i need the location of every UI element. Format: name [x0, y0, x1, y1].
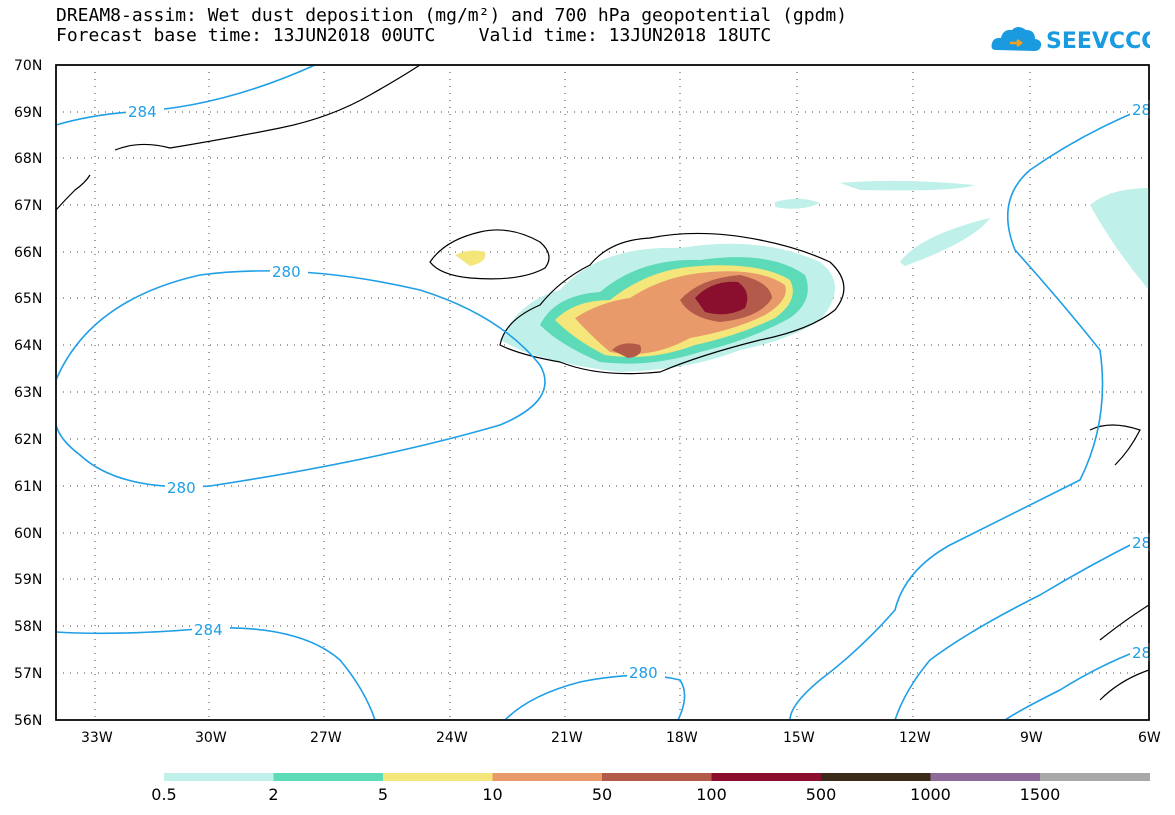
legend-swatch [930, 773, 1041, 781]
legend-swatch [1040, 773, 1150, 781]
lat-label: 56N [14, 713, 42, 729]
lon-label: 9W [1020, 730, 1043, 746]
longitude-labels: 33W 30W 27W 24W 21W 18W 15W 12W 9W 6W [81, 730, 1161, 746]
contour-label-east-south: 28 [1132, 644, 1151, 662]
contour-label-east-north: 28 [1132, 101, 1151, 119]
lon-label: 24W [436, 730, 468, 746]
legend-swatch [711, 773, 822, 781]
legend-level-label: 1500 [1020, 785, 1061, 804]
lat-label: 57N [14, 666, 42, 682]
legend-level-label: 100 [696, 785, 727, 804]
legend-level-label: 50 [592, 785, 612, 804]
lat-label: 65N [14, 291, 42, 307]
lat-label: 68N [14, 151, 42, 167]
contour-label-284-north: 284 [128, 103, 157, 121]
lon-label: 18W [666, 730, 698, 746]
legend-level-label: 500 [806, 785, 837, 804]
lat-label: 70N [14, 58, 42, 74]
lat-label: 60N [14, 526, 42, 542]
cloud-icon [991, 27, 1042, 51]
lon-label: 15W [783, 730, 815, 746]
lat-label: 58N [14, 619, 42, 635]
contour-label-east-mid: 28 [1132, 534, 1151, 552]
lat-label: 66N [14, 245, 42, 261]
map-title-line1: DREAM8-assim: Wet dust deposition (mg/m²… [56, 5, 848, 26]
lat-label: 64N [14, 338, 42, 354]
lat-label: 67N [14, 198, 42, 214]
map-title-line2: Forecast base time: 13JUN2018 00UTC Vali… [56, 25, 772, 46]
seevccc-logo: SEEVCCC [991, 27, 1150, 54]
contour-label-284-south: 284 [194, 621, 223, 639]
latitude-labels: 70N 69N 68N 67N 66N 65N 64N 63N 62N 61N … [14, 58, 42, 729]
lat-label: 62N [14, 432, 42, 448]
contour-label-280-low: 280 [272, 263, 301, 281]
graticule [56, 65, 1149, 720]
lat-label: 59N [14, 572, 42, 588]
legend-swatch [273, 773, 384, 781]
legend-swatch [602, 773, 712, 781]
lon-label: 6W [1138, 730, 1161, 746]
color-legend: 0.5 2 5 10 50 100 500 1000 1500 [151, 773, 1150, 804]
legend-level-label: 2 [268, 785, 278, 804]
contour-label-280-southeast: 280 [629, 664, 658, 682]
contour-label-280-south: 280 [167, 479, 196, 497]
legend-swatch [821, 773, 931, 781]
legend-level-label: 5 [378, 785, 388, 804]
dust-deposition-field [455, 180, 1149, 372]
legend-level-label: 0.5 [151, 785, 176, 804]
lat-label: 69N [14, 105, 42, 121]
lon-label: 12W [899, 730, 931, 746]
geopotential-contours [55, 64, 1141, 721]
legend-swatch [492, 773, 603, 781]
legend-level-label: 10 [482, 785, 502, 804]
coastlines [55, 64, 1150, 701]
lon-label: 21W [551, 730, 583, 746]
legend-swatch [164, 773, 274, 781]
legend-swatch [383, 773, 493, 781]
lat-label: 61N [14, 479, 42, 495]
lon-label: 30W [195, 730, 227, 746]
legend-level-label: 1000 [910, 785, 951, 804]
logo-text: SEEVCCC [1046, 29, 1150, 54]
lat-label: 63N [14, 385, 42, 401]
lon-label: 33W [81, 730, 113, 746]
lon-label: 27W [310, 730, 342, 746]
contour-labels: 284 280 280 284 280 28 28 28 [126, 100, 1151, 682]
